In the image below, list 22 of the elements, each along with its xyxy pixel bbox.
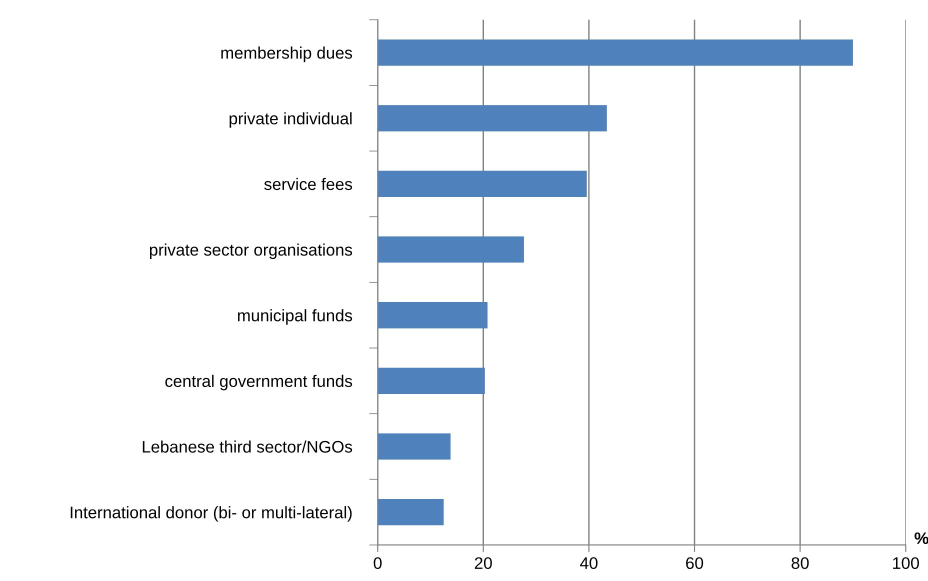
x-tick-label: 80 (792, 557, 809, 570)
y-tick-label: municipal funds (238, 309, 352, 325)
x-tick-label: 100 (893, 557, 919, 570)
bar (378, 433, 451, 460)
bar (378, 499, 444, 526)
bar (378, 368, 485, 394)
x-tick-label: 0 (374, 557, 382, 570)
bar (378, 170, 587, 198)
x-tick-label: 20 (474, 557, 492, 570)
x-tick-label: 60 (686, 557, 704, 570)
y-tick-label: private sector organisations (150, 244, 352, 260)
y-tick-label: membership dues (221, 46, 352, 62)
y-tick-label: service fees (264, 178, 352, 190)
bar (378, 39, 853, 66)
x-tick-label: 40 (580, 557, 598, 570)
y-tick-label: International donor (bi- or multi-lateral) (70, 506, 352, 522)
y-tick-label: central government funds (165, 374, 352, 390)
y-tick-label: private individual (230, 112, 352, 128)
bar (378, 236, 524, 263)
bar (378, 302, 488, 328)
bar (378, 105, 607, 132)
y-tick-label: Lebanese third sector/NGOs (142, 440, 352, 453)
